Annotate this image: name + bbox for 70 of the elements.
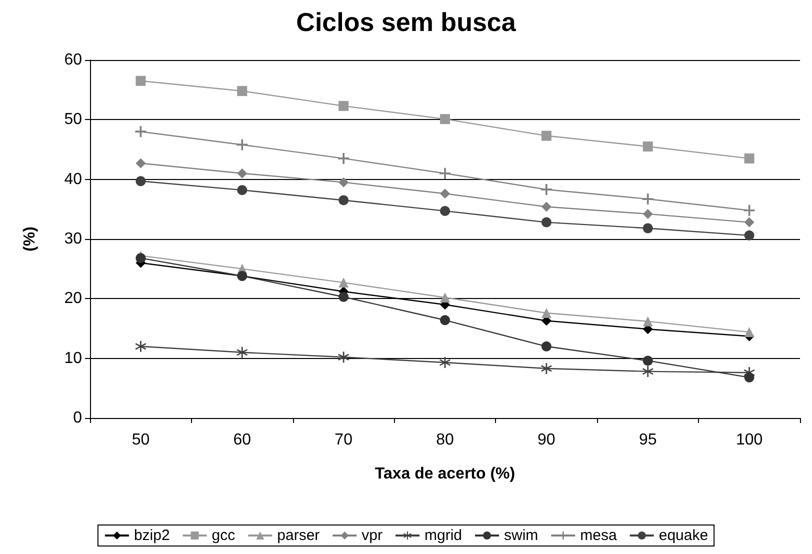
point: [338, 352, 350, 363]
x-tick-label: 60: [233, 432, 252, 448]
legend-label: vpr: [362, 527, 383, 544]
y-tick-label: 30: [64, 230, 82, 248]
legend-label: swim: [504, 527, 538, 544]
point: [642, 208, 653, 219]
y-tick-label: 20: [64, 290, 82, 308]
point: [236, 139, 248, 150]
y-axis-title: (%): [22, 226, 38, 252]
point: [136, 158, 146, 168]
point: [744, 372, 754, 382]
y-tick-label: 0: [73, 410, 82, 426]
point: [440, 206, 450, 216]
point: [540, 362, 552, 374]
point: [541, 308, 552, 318]
point: [440, 188, 450, 199]
point: [744, 153, 754, 164]
point: [338, 195, 349, 206]
x-tick-label: 100: [736, 432, 763, 448]
point: [744, 230, 754, 240]
point: [642, 316, 653, 326]
point: [440, 357, 450, 368]
y-tick-label: 40: [64, 170, 82, 188]
point: [642, 142, 653, 152]
x-tick-label: 50: [132, 432, 150, 448]
point: [136, 76, 146, 86]
point: [237, 86, 248, 96]
point: [642, 356, 653, 366]
point: [440, 168, 450, 179]
x-tick-label: 90: [538, 432, 556, 448]
point: [135, 126, 146, 138]
chart-title: Ciclos sem busca: [296, 7, 516, 37]
legend-label: equake: [658, 527, 708, 544]
x-axis-title: Taxa de acerto (%): [374, 466, 516, 482]
point: [541, 202, 552, 212]
point: [642, 194, 654, 205]
legend-label: gcc: [212, 527, 236, 544]
point: [744, 204, 755, 216]
point: [440, 292, 450, 302]
point: [236, 346, 248, 358]
legend-label: mgrid: [424, 527, 462, 544]
x-tick-label: 70: [334, 432, 353, 448]
point: [642, 366, 654, 377]
point: [440, 114, 450, 124]
point: [541, 130, 552, 141]
point: [338, 100, 349, 111]
point: [338, 152, 350, 164]
y-tick-label: 50: [64, 111, 82, 128]
point: [338, 177, 349, 188]
point: [541, 217, 552, 228]
point: [338, 292, 349, 302]
legend-label: bzip2: [134, 527, 170, 544]
point: [135, 340, 146, 352]
point: [540, 184, 552, 195]
x-tick-label: 95: [638, 432, 657, 448]
point: [136, 176, 146, 186]
point: [744, 217, 754, 228]
y-tick-label: 10: [64, 350, 82, 367]
point: [237, 168, 248, 178]
legend-label: mesa: [580, 527, 618, 544]
point: [136, 253, 146, 264]
y-tick-label: 60: [64, 52, 82, 68]
point: [541, 341, 552, 352]
point: [440, 315, 450, 326]
legend-label: parser: [277, 527, 320, 544]
point: [642, 223, 653, 234]
x-tick-label: 80: [436, 432, 454, 448]
point: [338, 278, 349, 288]
point: [237, 185, 248, 196]
point: [744, 327, 754, 338]
